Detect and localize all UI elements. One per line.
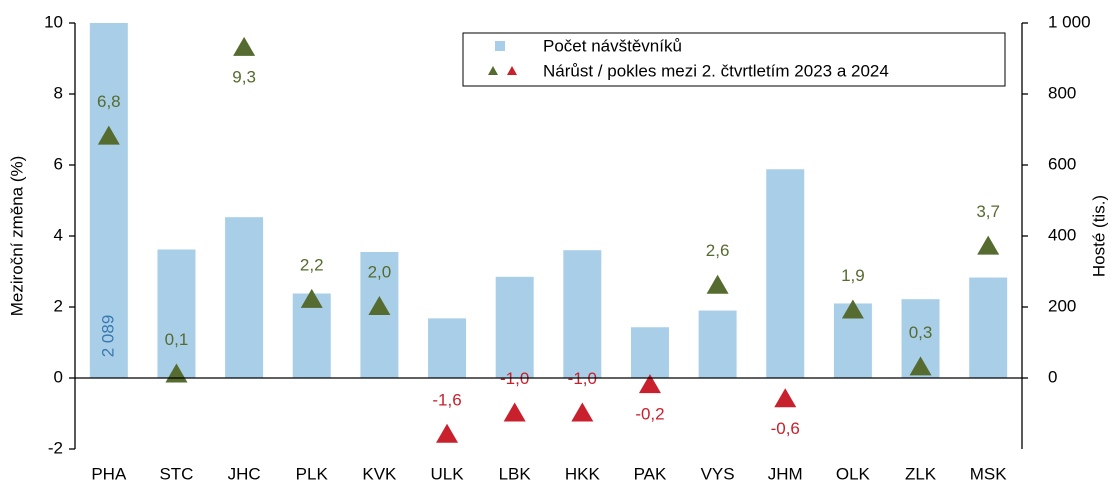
y-tick-label: -2 [48, 438, 63, 457]
y-tick-label: 0 [54, 367, 63, 386]
triangle-marker [706, 274, 729, 294]
x-tick-label: JHM [768, 464, 803, 483]
x-tick-label: KVK [362, 464, 397, 483]
y-tick-label: 2 [54, 296, 63, 315]
triangle-marker [571, 402, 594, 422]
triangle-value-label: 9,3 [232, 67, 256, 86]
triangle-marker [841, 299, 864, 319]
x-tick-label: VYS [701, 464, 735, 483]
triangle-marker [233, 36, 256, 56]
y-axis-label: Meziroční změna (%) [7, 156, 26, 317]
triangle-value-label: 1,9 [841, 266, 865, 285]
y2-axis-label: Hosté (tis.) [1089, 195, 1108, 277]
bar [89, 23, 128, 378]
triangle-marker [300, 288, 323, 308]
triangle-marker [977, 235, 1000, 255]
bar [969, 277, 1008, 378]
triangle-value-label: 6,8 [97, 92, 121, 111]
triangle-value-label: 2,6 [706, 241, 730, 260]
x-tick-label: ZLK [905, 464, 937, 483]
bar [698, 310, 737, 378]
x-tick-label: ULK [430, 464, 464, 483]
legend-swatch [507, 66, 517, 75]
y2-tick-label: 0 [1048, 367, 1057, 386]
y2-tick-label: 200 [1048, 296, 1076, 315]
legend-label: Nárůst / pokles mezi 2. čtvrtletím 2023 … [543, 61, 889, 80]
bar [225, 217, 264, 378]
bar [157, 249, 196, 378]
bar [428, 318, 467, 378]
triangle-value-label: 2,0 [368, 262, 392, 281]
triangle-value-label: 0,1 [165, 330, 189, 349]
bar [630, 327, 669, 378]
y-tick-label: 8 [54, 83, 63, 102]
y-tick-label: 10 [44, 12, 63, 31]
y2-tick-label: 1 000 [1048, 12, 1091, 31]
legend-label: Počet návštěvníků [543, 36, 682, 55]
x-tick-label: STC [159, 464, 193, 483]
y2-tick-label: 600 [1048, 154, 1076, 173]
legend-swatch [495, 41, 505, 51]
triangle-marker [503, 402, 526, 422]
y-tick-label: 4 [54, 225, 63, 244]
bar [563, 250, 602, 378]
x-tick-label: PLK [296, 464, 329, 483]
x-tick-label: HKK [565, 464, 601, 483]
triangle-value-label: -0,2 [635, 405, 664, 424]
triangle-value-label: 3,7 [976, 202, 1000, 221]
triangle-marker [97, 125, 120, 145]
x-tick-label: JHC [228, 464, 261, 483]
triangle-value-label: 0,3 [909, 323, 933, 342]
triangle-value-label: -1,6 [432, 390, 461, 409]
x-tick-label: OLK [836, 464, 871, 483]
x-tick-label: MSK [970, 464, 1008, 483]
y-tick-label: 6 [54, 154, 63, 173]
legend-swatch [488, 66, 498, 75]
y2-tick-label: 800 [1048, 83, 1076, 102]
legend-box [462, 32, 1006, 87]
bar-value-label: 2 089 [98, 315, 117, 358]
triangle-marker [368, 296, 391, 315]
triangle-marker [909, 356, 932, 376]
bar [495, 276, 534, 378]
triangle-marker [774, 388, 797, 408]
x-tick-label: PAK [634, 464, 667, 483]
triangle-value-label: -0,6 [771, 419, 800, 438]
triangle-marker [638, 374, 661, 394]
triangle-marker [436, 423, 459, 443]
bar [766, 169, 805, 378]
triangle-value-label: 2,2 [300, 255, 324, 274]
y2-tick-label: 400 [1048, 225, 1076, 244]
x-tick-label: PHA [91, 464, 127, 483]
x-tick-label: LBK [499, 464, 532, 483]
